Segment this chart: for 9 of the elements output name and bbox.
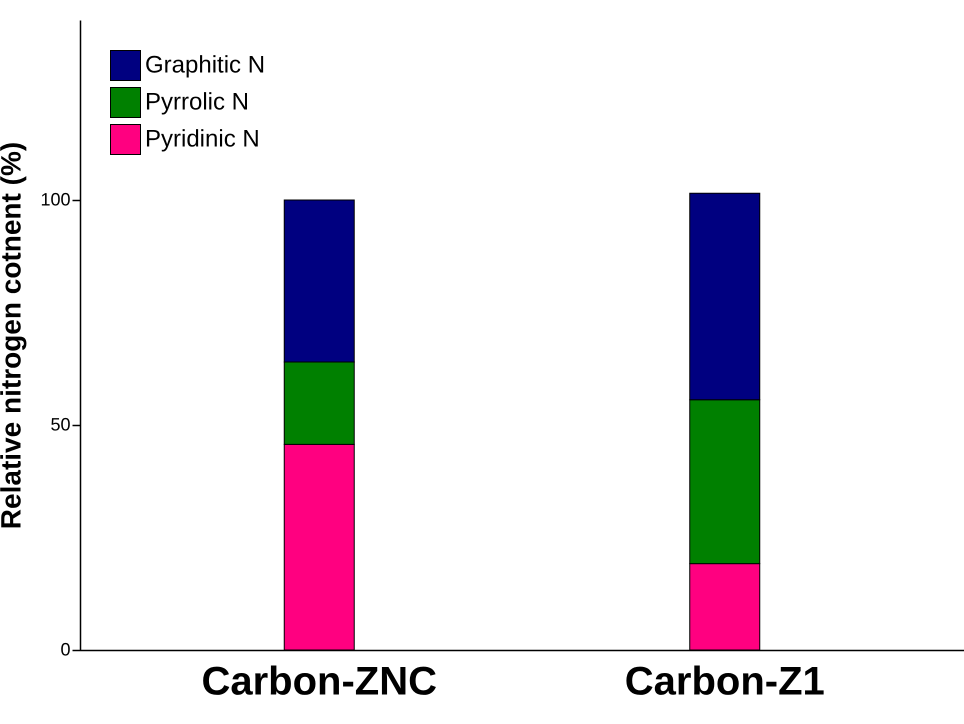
legend-label: Pyridinic N	[145, 126, 260, 152]
y-tick-label: 50	[50, 414, 70, 434]
y-axis-title: Relative nitrogen cotnent (%)	[0, 142, 26, 530]
y-tick-label: 100	[40, 190, 70, 210]
legend-label: Pyrrolic N	[145, 88, 250, 116]
legend-label: Graphitic N	[145, 52, 266, 78]
y-tick-label: 0	[60, 640, 70, 660]
x-tick-label: Carbon-Z1	[624, 660, 825, 704]
x-tick-label: Carbon-ZNC	[201, 660, 438, 704]
